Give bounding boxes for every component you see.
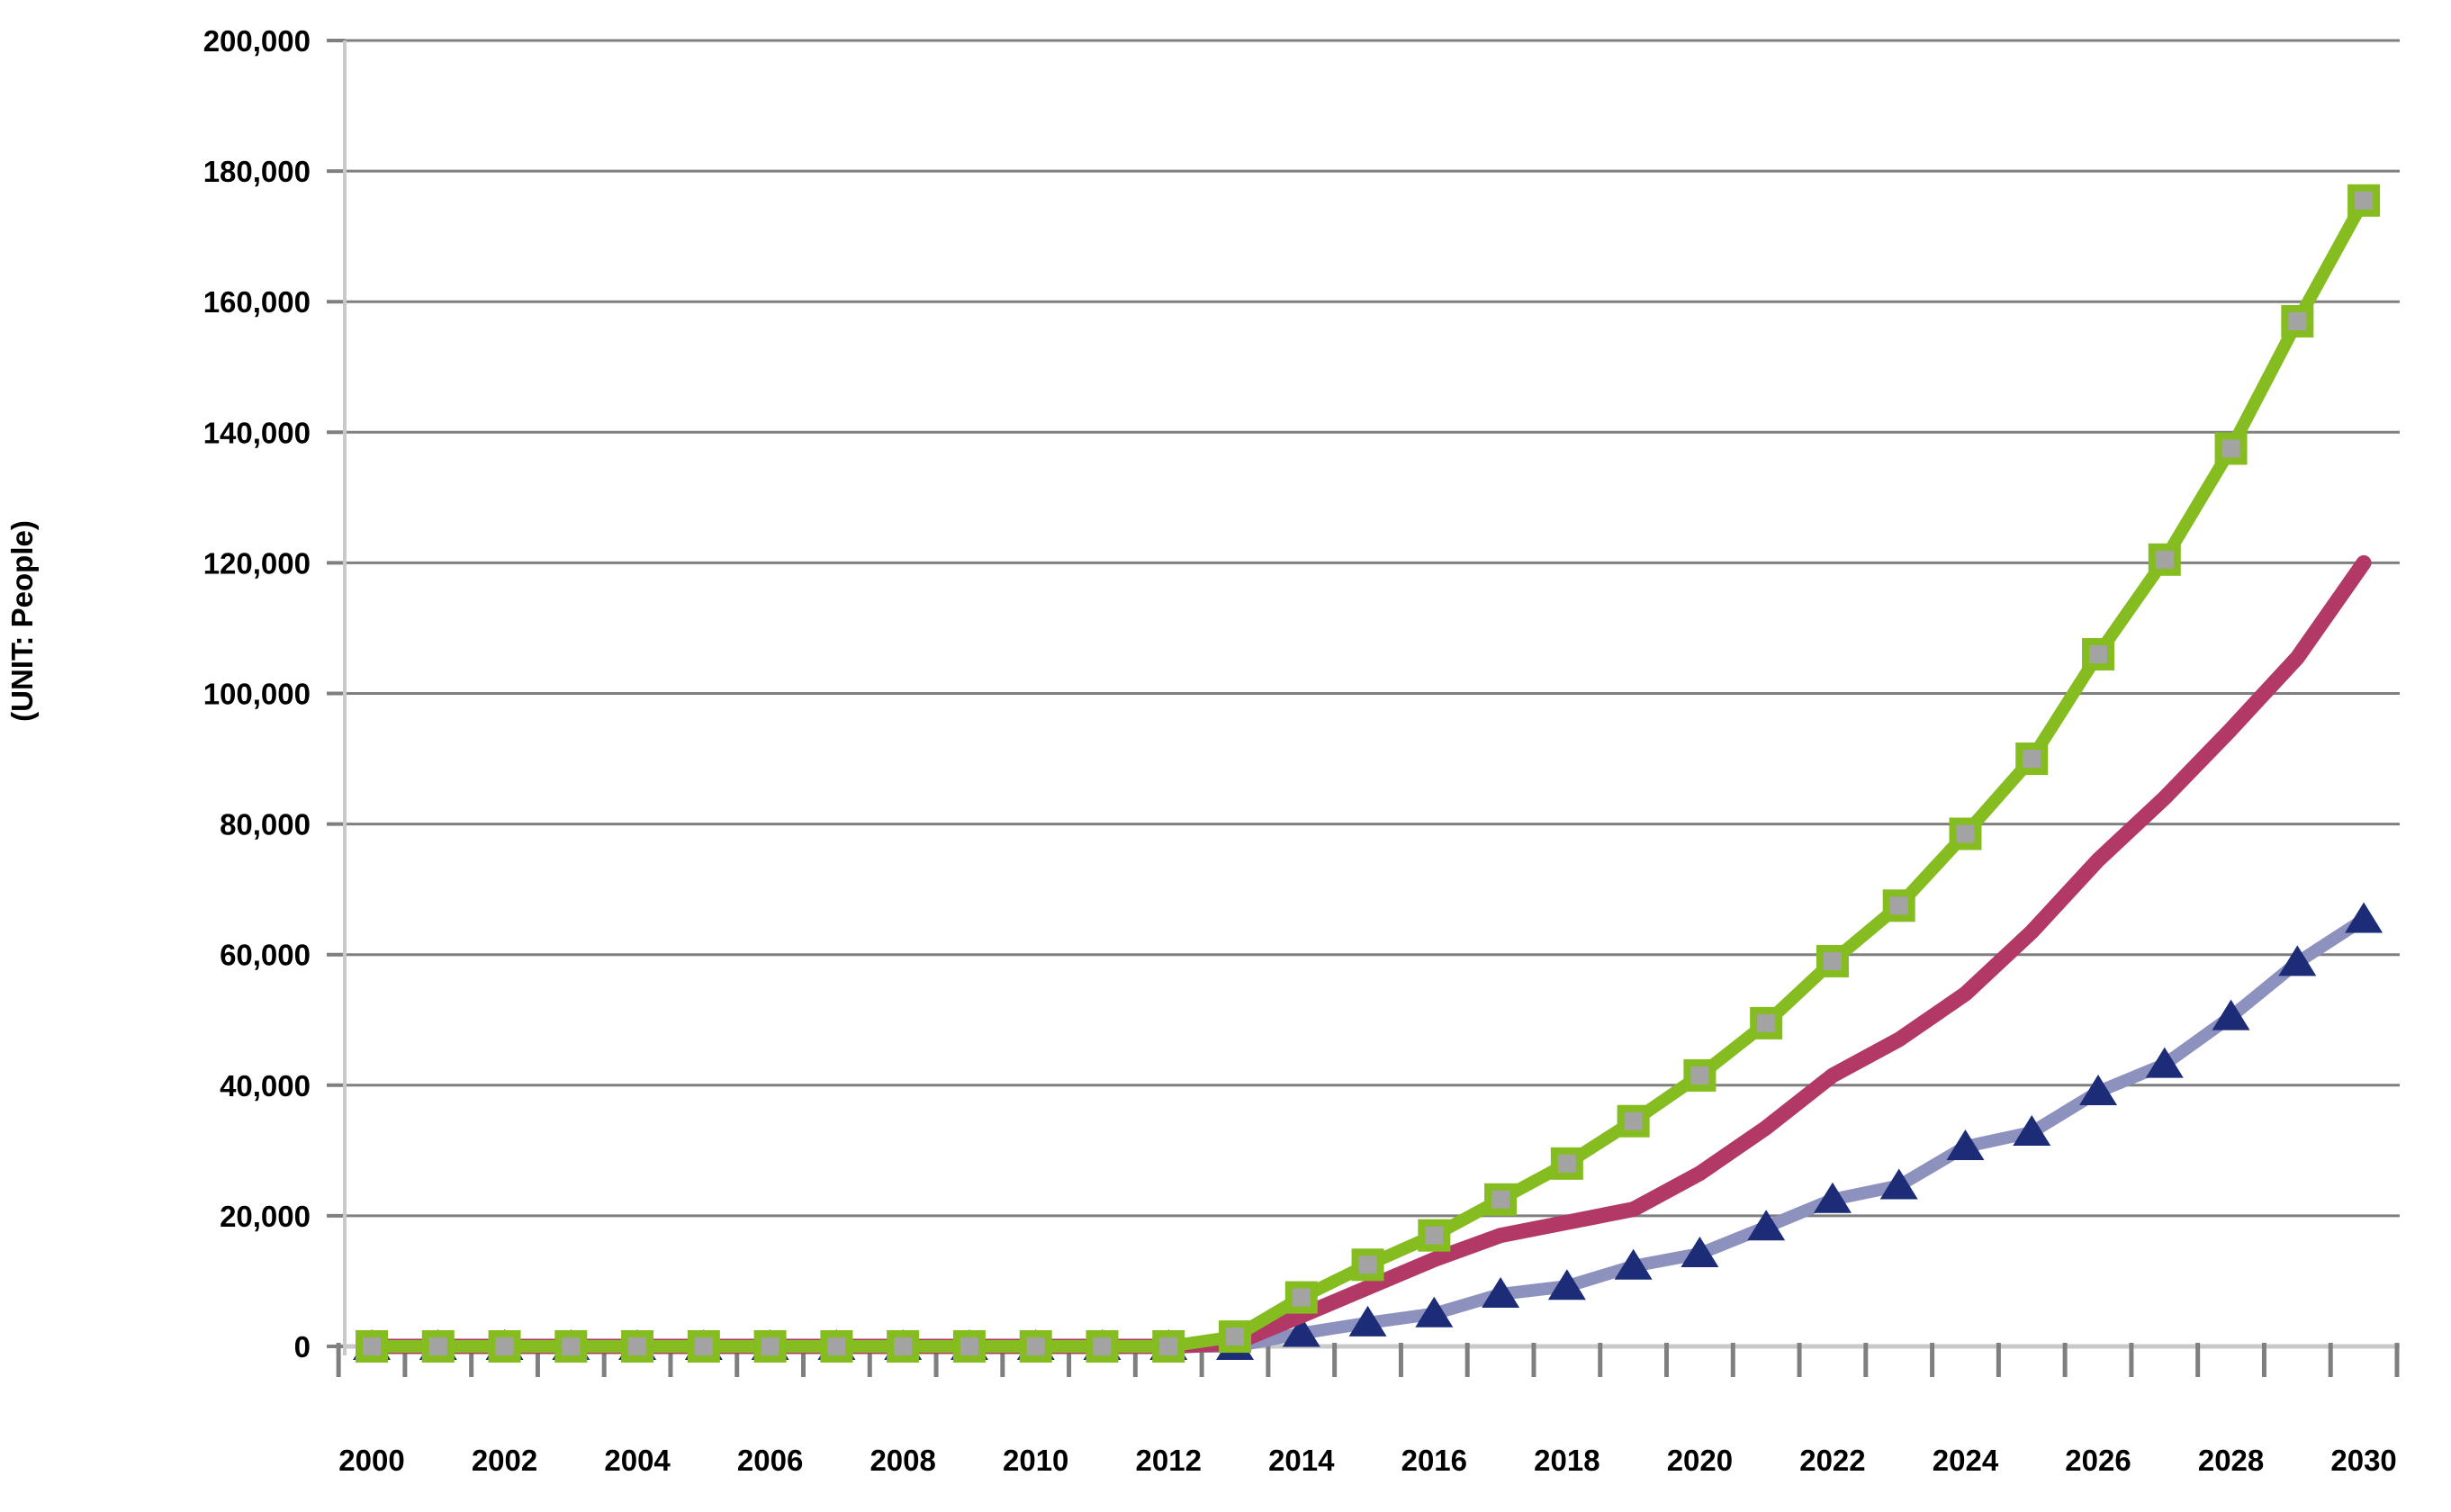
blue-triangle-marker <box>2212 999 2250 1030</box>
y-axis-tick-label: 80,000 <box>220 808 311 842</box>
blue-triangle-marker <box>1482 1276 1520 1308</box>
x-axis-tick-label: 2028 <box>2198 1444 2264 1477</box>
green-square-marker <box>1351 1248 1384 1282</box>
series-green-squares-line <box>365 194 2371 1353</box>
blue-triangle-marker <box>1879 1168 1918 1200</box>
x-axis-tick-label: 2014 <box>1268 1444 1335 1477</box>
green-square-marker <box>356 1330 388 1363</box>
label-layer: 0 20,000 40,000 60,000 80,000 100,000 120,000 1… <box>203 24 2397 1477</box>
blue-triangle-marker <box>1681 1236 1719 1267</box>
green-square-marker <box>1816 944 1849 977</box>
green-square-marker <box>621 1330 654 1363</box>
x-axis-tick-label: 2020 <box>1667 1444 1733 1477</box>
y-axis-tick-label: 100,000 <box>203 678 311 711</box>
green-square-marker <box>952 1330 986 1363</box>
y-axis-tick-label: 180,000 <box>203 155 311 188</box>
green-square-marker <box>1418 1219 1451 1252</box>
blue-triangle-marker <box>2145 1047 2184 1078</box>
x-axis-tick-label: 2000 <box>338 1444 404 1477</box>
blue-triangle-marker <box>1946 1129 1985 1160</box>
green-square-marker <box>2082 637 2115 670</box>
x-axis-tick-label: 2012 <box>1136 1444 1202 1477</box>
blue-triangle-marker <box>2079 1075 2118 1106</box>
green-square-marker <box>2281 304 2314 338</box>
x-axis-tick-label: 2010 <box>1003 1444 1068 1477</box>
x-axis-tick-label: 2006 <box>737 1444 803 1477</box>
blue-triangle-marker <box>1614 1248 1653 1280</box>
green-square-marker <box>1484 1183 1518 1216</box>
green-square-marker <box>887 1330 920 1363</box>
green-square-marker <box>753 1330 787 1363</box>
y-axis-tick-label: 200,000 <box>203 24 311 58</box>
y-axis-title: (UNIT: People) <box>5 520 39 722</box>
blue-triangle-marker <box>2278 945 2317 976</box>
x-axis-tick-label: 2008 <box>870 1444 935 1477</box>
grid-layer <box>345 39 2400 1218</box>
green-square-marker <box>488 1330 521 1363</box>
x-axis-tick-label: 2022 <box>1799 1444 1865 1477</box>
x-axis-tick-label: 2024 <box>1933 1444 1999 1477</box>
x-axis-tick-label: 2004 <box>604 1444 671 1477</box>
axis-layer <box>327 39 2400 1377</box>
green-square-marker <box>421 1330 455 1363</box>
green-square-marker <box>1019 1330 1052 1363</box>
x-axis-tick-label: 2002 <box>472 1444 537 1477</box>
blue-triangle-marker <box>1415 1296 1454 1328</box>
green-square-marker <box>1949 817 1982 850</box>
blue-triangle-marker <box>1282 1316 1320 1347</box>
blue-triangle-marker <box>2013 1115 2051 1147</box>
blue-triangle-marker <box>1747 1210 1786 1241</box>
x-axis-tick-label: 2016 <box>1401 1444 1467 1477</box>
x-axis-tick-label: 2030 <box>2330 1444 2396 1477</box>
green-square-marker <box>1882 889 1915 922</box>
y-axis-tick-label: 120,000 <box>203 546 311 580</box>
y-axis-tick-label: 40,000 <box>220 1069 311 1102</box>
green-square-marker <box>1617 1104 1650 1138</box>
blue-triangle-marker <box>1547 1269 1586 1300</box>
blue-triangle-marker <box>1813 1182 1852 1213</box>
blue-triangle-marker <box>1348 1305 1387 1336</box>
x-axis-tick-label: 2018 <box>1534 1444 1599 1477</box>
blue-triangle-marker <box>2345 902 2383 933</box>
y-axis-tick-label: 160,000 <box>203 285 311 319</box>
green-square-marker <box>2015 742 2049 776</box>
green-square-marker <box>1284 1281 1318 1314</box>
green-square-marker <box>1152 1330 1185 1363</box>
green-square-marker <box>2214 432 2248 465</box>
series-layer <box>353 184 2383 1363</box>
green-square-marker <box>687 1330 720 1363</box>
green-square-marker <box>820 1330 853 1363</box>
green-square-marker <box>1750 1006 1783 1040</box>
green-square-marker <box>2347 184 2381 217</box>
green-square-marker <box>1219 1320 1252 1354</box>
y-axis-tick-label: 20,000 <box>220 1200 311 1233</box>
y-axis-tick-label: 0 <box>294 1330 311 1364</box>
green-square-marker <box>1086 1330 1119 1363</box>
green-square-marker <box>554 1330 588 1363</box>
x-axis-tick-label: 2026 <box>2065 1444 2131 1477</box>
y-axis-tick-label: 60,000 <box>220 939 311 972</box>
green-square-marker <box>1683 1058 1717 1092</box>
green-square-marker <box>2148 543 2181 576</box>
y-axis-tick-label: 140,000 <box>203 416 311 449</box>
green-square-marker <box>1550 1147 1583 1180</box>
